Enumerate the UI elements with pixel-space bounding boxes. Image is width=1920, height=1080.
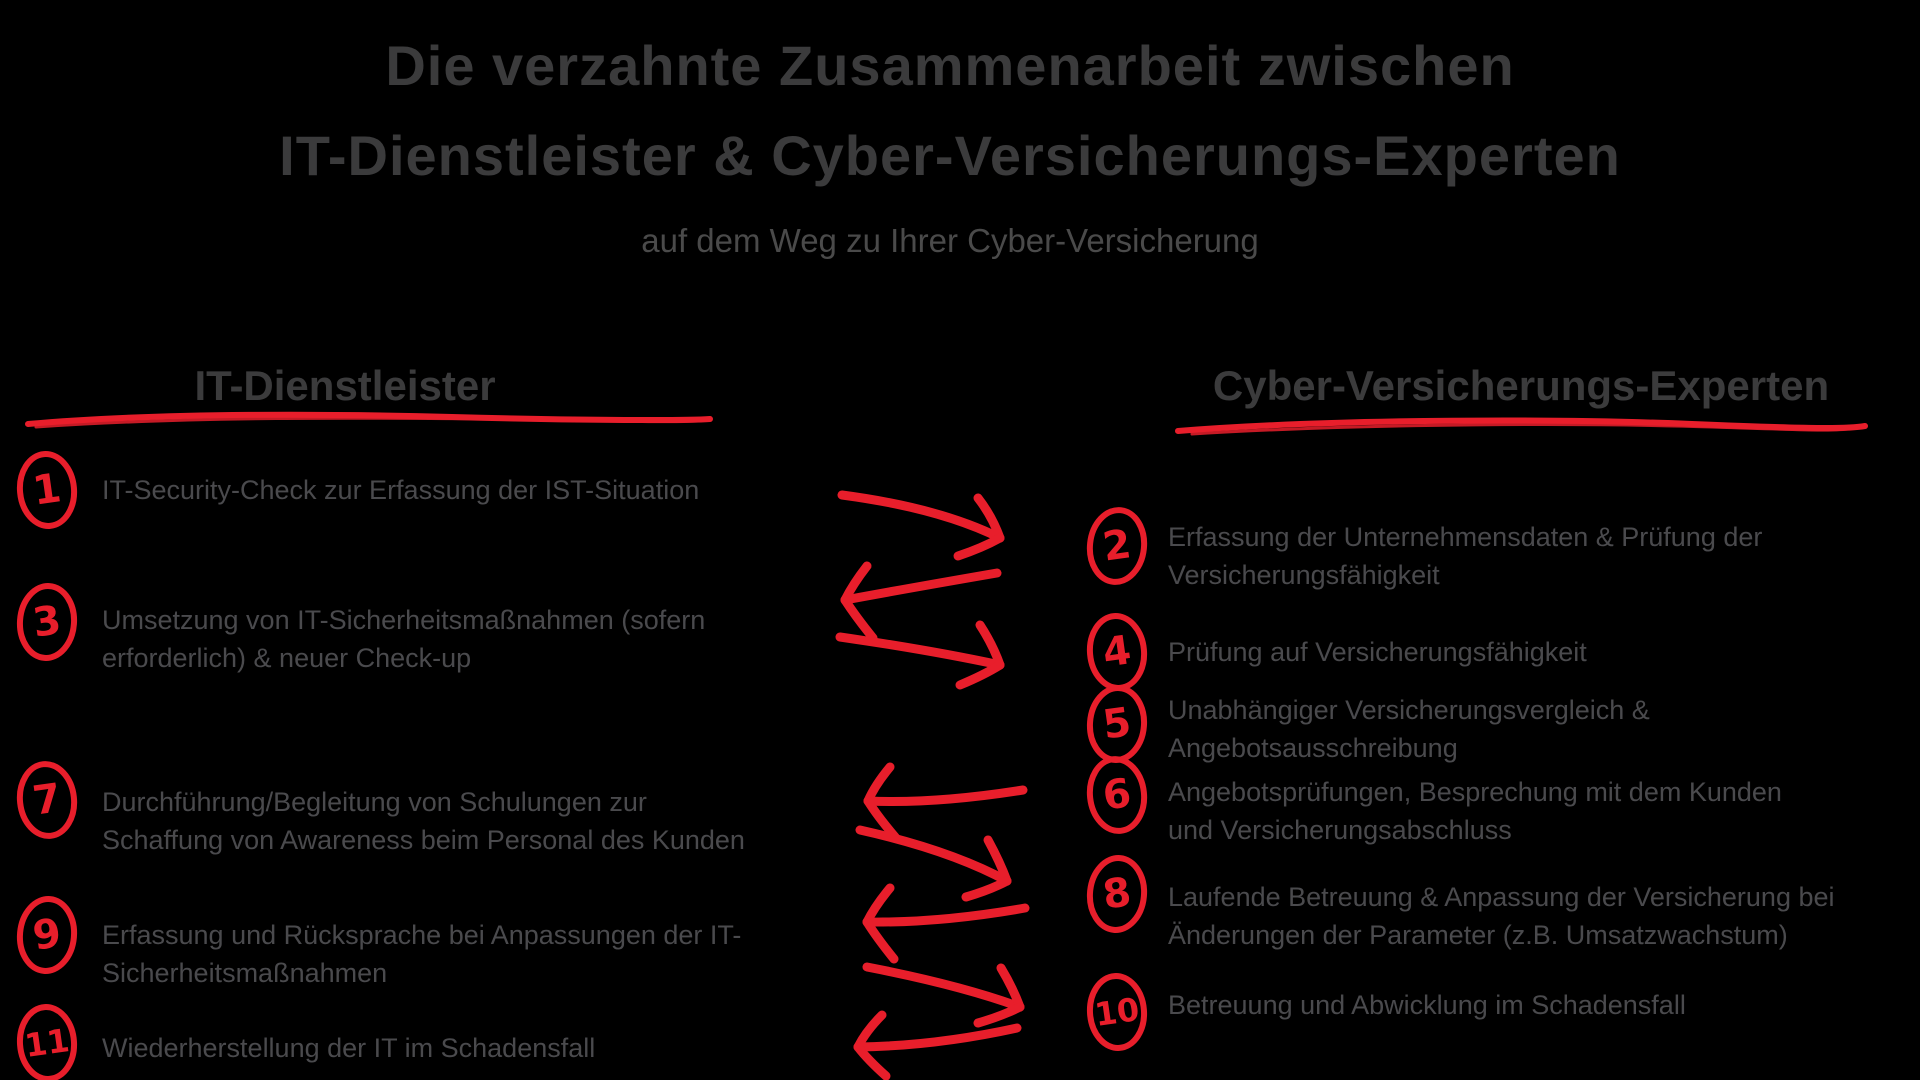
- step-number-8: 8: [1100, 869, 1134, 919]
- step-text-1: IT-Security-Check zur Erfassung der IST-…: [102, 475, 700, 505]
- step-number-10: 10: [1092, 990, 1142, 1034]
- step-text-6: Angebotsprüfungen, Besprechung mit dem K…: [1168, 777, 1782, 845]
- step-circle-9: 9: [15, 893, 79, 977]
- arrow-step9-to-step10: [862, 962, 1025, 1028]
- arrow-step3-to-step4: [835, 620, 1005, 690]
- step-text-3: Umsetzung von IT-Sicherheitsmaßnahmen (s…: [102, 605, 706, 673]
- left-column-header: IT-Dienstleister: [194, 362, 496, 409]
- step-number-11: 11: [22, 1021, 72, 1065]
- step-text-8: Laufende Betreuung & Anpassung der Versi…: [1168, 882, 1835, 950]
- flow-arrows: [835, 490, 1030, 1080]
- step-circle-11: 11: [15, 1001, 79, 1080]
- left-header-underline: [25, 411, 713, 429]
- right-header-underline: [1175, 417, 1868, 436]
- step-text-4: Prüfung auf Versicherungsfähigkeit: [1168, 637, 1587, 667]
- step-text-5: Unabhängiger Versicherungsvergleich & An…: [1168, 695, 1650, 763]
- step-circle-1: 1: [15, 448, 79, 532]
- page-title-line2: IT-Dienstleister & Cyber-Versicherungs-E…: [279, 124, 1621, 187]
- step-number-3: 3: [30, 597, 64, 647]
- step-text-7: Durchführung/Begleitung von Schulungen z…: [102, 787, 745, 855]
- step-text-11: Wiederherstellung der IT im Schadensfall: [102, 1033, 596, 1063]
- arrow-step2-to-step3: [840, 561, 1002, 643]
- page-title-line1: Die verzahnte Zusammenarbeit zwischen: [385, 34, 1515, 97]
- arrow-step7-to-step8: [855, 825, 1012, 902]
- page-subtitle: auf dem Weg zu Ihrer Cyber-Versicherung: [641, 222, 1259, 259]
- arrow-step1-to-step2: [837, 490, 1005, 561]
- step-number-6: 6: [1100, 770, 1134, 820]
- step-circle-7: 7: [15, 758, 79, 842]
- step-text-9: Erfassung und Rücksprache bei Anpassunge…: [102, 920, 742, 988]
- step-number-7: 7: [30, 775, 64, 825]
- step-circle-6: 6: [1085, 753, 1149, 837]
- step-circle-3: 3: [15, 580, 79, 664]
- arrow-step6-to-step7: [863, 762, 1028, 843]
- step-circle-2: 2: [1085, 504, 1149, 588]
- step-text-2: Erfassung der Unternehmensdaten & Prüfun…: [1168, 522, 1763, 590]
- step-number-2: 2: [1100, 521, 1134, 571]
- step-circle-8: 8: [1085, 852, 1149, 936]
- step-text-10: Betreuung und Abwicklung im Schadensfall: [1168, 990, 1686, 1020]
- step-number-9: 9: [30, 910, 64, 960]
- step-number-1: 1: [30, 465, 64, 515]
- arrow-step8-to-step9: [862, 883, 1030, 964]
- arrow-step10-to-step11: [853, 1010, 1022, 1080]
- step-circle-10: 10: [1085, 970, 1149, 1054]
- right-column-header: Cyber-Versicherungs-Experten: [1212, 362, 1830, 409]
